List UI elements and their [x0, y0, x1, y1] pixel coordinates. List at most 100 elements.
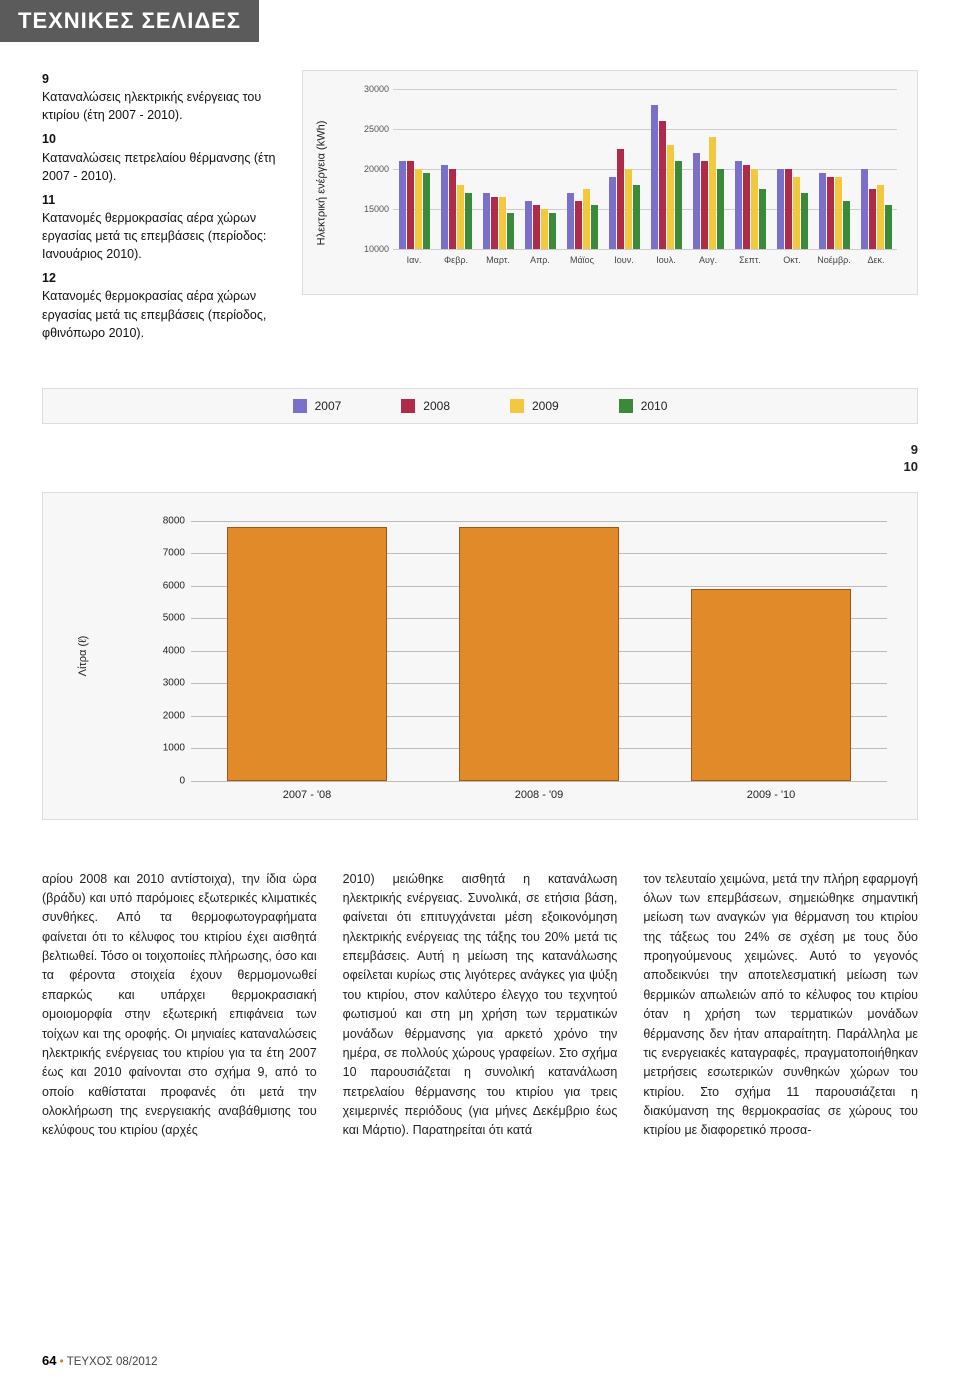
legend-swatch	[293, 399, 307, 413]
legend-label: 2007	[315, 399, 342, 413]
chart1-ytick: 25000	[359, 124, 389, 134]
fig-number-9: 9	[0, 442, 918, 459]
caption-12: 12 Κατανομές θερμοκρασίας αέρα χώρων εργα…	[42, 269, 282, 342]
chart1-xlabel: Ιουλ.	[645, 255, 687, 265]
caption-12-num: 12	[42, 271, 56, 285]
page-footer: 64 • ΤΕΥΧΟΣ 08/2012	[42, 1353, 158, 1368]
chart1-group: Σεπτ.	[729, 89, 771, 249]
chart2-ytick: 6000	[153, 580, 185, 591]
chart2-xlabel: 2009 - '10	[747, 789, 796, 801]
chart1-group: Νοέμβρ.	[813, 89, 855, 249]
legend-swatch	[619, 399, 633, 413]
chart1-bar	[609, 177, 616, 249]
chart2-gridline	[191, 781, 887, 782]
chart1-groups: Ιαν.Φεβρ.Μαρτ.Απρ.ΜάϊοςΙουν.Ιουλ.Αυγ.Σεπ…	[393, 89, 897, 249]
caption-10-num: 10	[42, 132, 56, 146]
chart1-bar	[441, 165, 448, 249]
chart1-xlabel: Οκτ.	[771, 255, 813, 265]
chart2-plot: -24% 010002000300040005000600070008000	[153, 521, 887, 781]
chart2-bar	[691, 589, 851, 781]
chart1-bar	[693, 153, 700, 249]
chart1-bar	[827, 177, 834, 249]
chart2-bars	[191, 521, 887, 781]
caption-11-num: 11	[42, 193, 55, 207]
chart1-bar	[415, 169, 422, 249]
body-col-3: τον τελευταίο χειμώνα, μετά την πλήρη εφ…	[643, 870, 918, 1141]
chart1-group: Φεβρ.	[435, 89, 477, 249]
page-number: 64	[42, 1353, 56, 1368]
chart1-bar	[667, 145, 674, 249]
chart1-bar	[407, 161, 414, 249]
chart1-bar	[843, 201, 850, 249]
chart1-bar	[709, 137, 716, 249]
chart1-plot: 1000015000200002500030000Ιαν.Φεβρ.Μαρτ.Α…	[359, 89, 901, 249]
fig-number-10: 10	[0, 459, 918, 476]
chart1-bar	[423, 173, 430, 249]
chart1-bar	[801, 193, 808, 249]
chart2-ytick: 8000	[153, 515, 185, 526]
chart1-bar	[659, 121, 666, 249]
chart1-gridline	[393, 249, 897, 250]
chart1-group: Απρ.	[519, 89, 561, 249]
chart1-bar	[869, 189, 876, 249]
chart2-xlabels: 2007 - '08 2008 - '09 2009 - '10	[191, 789, 887, 801]
chart1-bar	[651, 105, 658, 249]
chart1-bar	[617, 149, 624, 249]
chart1-bar	[819, 173, 826, 249]
chart1-bar	[507, 213, 514, 249]
chart1-bar	[877, 185, 884, 249]
caption-12-text: Κατανομές θερμοκρασίας αέρα χώρων εργασί…	[42, 289, 266, 339]
chart1-bar	[751, 169, 758, 249]
legend: 2007200820092010	[42, 388, 918, 424]
legend-item: 2009	[510, 399, 559, 413]
chart1-bar	[591, 205, 598, 249]
chart2-ytick: 0	[153, 775, 185, 786]
body-col-1: αρίου 2008 και 2010 αντίστοιχα), την ίδι…	[42, 870, 317, 1141]
chart1-ytick: 20000	[359, 164, 389, 174]
chart1-bar	[583, 189, 590, 249]
legend-item: 2008	[401, 399, 450, 413]
chart1-group: Ιουν.	[603, 89, 645, 249]
chart1-bar	[399, 161, 406, 249]
chart2-ytick: 4000	[153, 645, 185, 656]
chart1-xlabel: Ιαν.	[393, 255, 435, 265]
chart1-bar	[777, 169, 784, 249]
chart1-group: Αυγ.	[687, 89, 729, 249]
chart1-group: Ιουλ.	[645, 89, 687, 249]
chart1-group: Οκτ.	[771, 89, 813, 249]
legend-label: 2009	[532, 399, 559, 413]
chart1-bar	[743, 165, 750, 249]
chart1-bar	[567, 193, 574, 249]
oil-chart: Λίτρα (ℓ) -24% 0100020003000400050006000…	[42, 492, 918, 820]
chart2-ytick: 5000	[153, 613, 185, 624]
chart2-ytick: 7000	[153, 548, 185, 559]
legend-swatch	[510, 399, 524, 413]
chart1-xlabel: Μαρτ.	[477, 255, 519, 265]
body-col-2: 2010) μειώθηκε αισθητά η κατανάλωση ηλεκ…	[343, 870, 618, 1141]
chart2-xlabel: 2007 - '08	[283, 789, 332, 801]
chart1-bar	[449, 169, 456, 249]
chart1-xlabel: Μάϊος	[561, 255, 603, 265]
issue-label: ΤΕΥΧΟΣ 08/2012	[67, 1356, 158, 1368]
chart2-xlabel: 2008 - '09	[515, 789, 564, 801]
chart1-xlabel: Ιουν.	[603, 255, 645, 265]
chart1-bar	[549, 213, 556, 249]
figure-captions: 9Καταναλώσεις ηλεκτρικής ενέργειας του κ…	[42, 70, 282, 348]
chart1-bar	[735, 161, 742, 249]
chart1-bar	[793, 177, 800, 249]
chart1-ytick: 10000	[359, 244, 389, 254]
section-header: ΤΕΧΝΙΚΕΣ ΣΕΛΙΔΕΣ	[0, 0, 259, 42]
caption-9: 9Καταναλώσεις ηλεκτρικής ενέργειας του κ…	[42, 70, 282, 124]
chart1-bar	[701, 161, 708, 249]
legend-label: 2008	[423, 399, 450, 413]
chart1-group: Μαρτ.	[477, 89, 519, 249]
legend-swatch	[401, 399, 415, 413]
chart1-bar	[625, 169, 632, 249]
body-text-columns: αρίου 2008 και 2010 αντίστοιχα), την ίδι…	[0, 820, 960, 1141]
caption-9-num: 9	[42, 72, 49, 86]
chart1-bar	[465, 193, 472, 249]
chart1-bar	[861, 169, 868, 249]
chart1-group: Δεκ.	[855, 89, 897, 249]
chart1-ytick: 30000	[359, 84, 389, 94]
chart1-xlabel: Νοέμβρ.	[813, 255, 855, 265]
